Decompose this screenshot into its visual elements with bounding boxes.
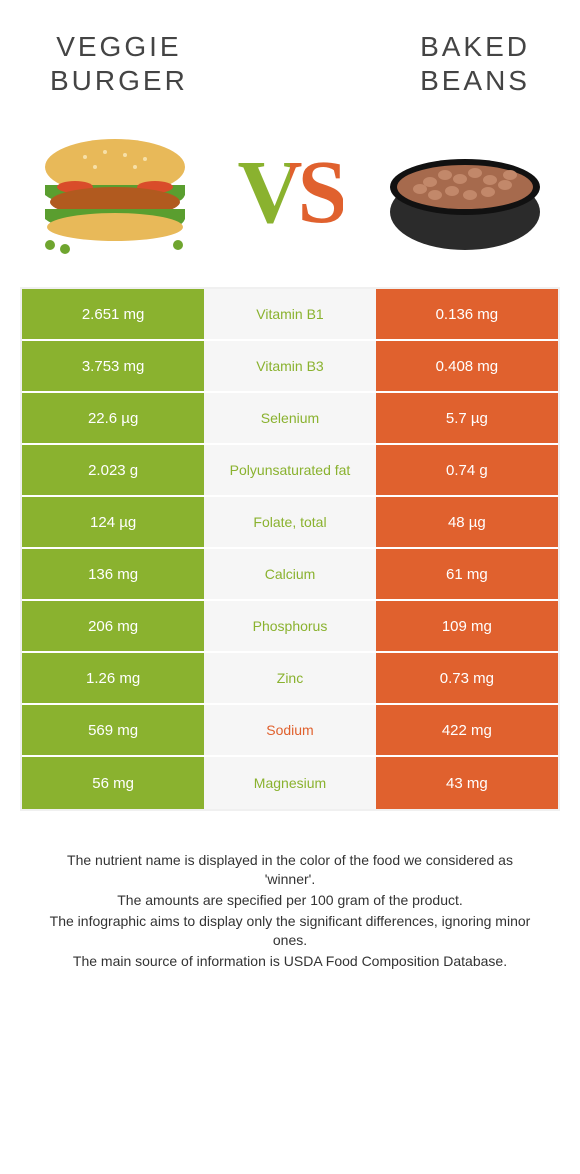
- left-value: 1.26 mg: [22, 653, 204, 703]
- left-value: 124 µg: [22, 497, 204, 547]
- vs-label: VS: [237, 141, 342, 244]
- footer-line: The amounts are specified per 100 gram o…: [40, 891, 540, 910]
- nutrient-label: Zinc: [204, 653, 376, 703]
- footer-line: The nutrient name is displayed in the co…: [40, 851, 540, 889]
- table-row: 124 µgFolate, total48 µg: [22, 497, 558, 549]
- left-value: 3.753 mg: [22, 341, 204, 391]
- nutrient-label: Phosphorus: [204, 601, 376, 651]
- right-value: 109 mg: [376, 601, 558, 651]
- images-row: VS: [0, 107, 580, 287]
- left-value: 22.6 µg: [22, 393, 204, 443]
- veggie-burger-icon: [30, 127, 200, 257]
- table-row: 136 mgCalcium61 mg: [22, 549, 558, 601]
- table-row: 1.26 mgZinc0.73 mg: [22, 653, 558, 705]
- right-value: 0.408 mg: [376, 341, 558, 391]
- right-value: 61 mg: [376, 549, 558, 599]
- right-value: 43 mg: [376, 757, 558, 809]
- nutrient-label: Polyunsaturated fat: [204, 445, 376, 495]
- title-left: VEGGIEBURGER: [50, 30, 188, 97]
- nutrient-table: 2.651 mgVitamin B10.136 mg3.753 mgVitami…: [20, 287, 560, 811]
- right-value: 0.73 mg: [376, 653, 558, 703]
- nutrient-label: Magnesium: [204, 757, 376, 809]
- right-value: 0.136 mg: [376, 289, 558, 339]
- table-row: 56 mgMagnesium43 mg: [22, 757, 558, 809]
- left-value: 206 mg: [22, 601, 204, 651]
- nutrient-label: Calcium: [204, 549, 376, 599]
- table-row: 22.6 µgSelenium5.7 µg: [22, 393, 558, 445]
- table-row: 569 mgSodium422 mg: [22, 705, 558, 757]
- title-right: BAKEDBEANS: [420, 30, 530, 97]
- table-row: 3.753 mgVitamin B30.408 mg: [22, 341, 558, 393]
- left-value: 56 mg: [22, 757, 204, 809]
- right-value: 0.74 g: [376, 445, 558, 495]
- left-value: 2.651 mg: [22, 289, 204, 339]
- header: VEGGIEBURGER BAKEDBEANS: [0, 0, 580, 107]
- footer-line: The infographic aims to display only the…: [40, 912, 540, 950]
- right-value: 5.7 µg: [376, 393, 558, 443]
- left-value: 2.023 g: [22, 445, 204, 495]
- footer-notes: The nutrient name is displayed in the co…: [0, 841, 580, 982]
- table-row: 2.023 gPolyunsaturated fat0.74 g: [22, 445, 558, 497]
- baked-beans-icon: [380, 127, 550, 257]
- infographic: VEGGIEBURGER BAKEDBEANS VS: [0, 0, 580, 983]
- footer-line: The main source of information is USDA F…: [40, 952, 540, 971]
- right-value: 48 µg: [376, 497, 558, 547]
- table-row: 206 mgPhosphorus109 mg: [22, 601, 558, 653]
- nutrient-label: Folate, total: [204, 497, 376, 547]
- nutrient-label: Selenium: [204, 393, 376, 443]
- nutrient-label: Sodium: [204, 705, 376, 755]
- left-value: 136 mg: [22, 549, 204, 599]
- left-value: 569 mg: [22, 705, 204, 755]
- nutrient-label: Vitamin B3: [204, 341, 376, 391]
- right-value: 422 mg: [376, 705, 558, 755]
- table-row: 2.651 mgVitamin B10.136 mg: [22, 289, 558, 341]
- nutrient-label: Vitamin B1: [204, 289, 376, 339]
